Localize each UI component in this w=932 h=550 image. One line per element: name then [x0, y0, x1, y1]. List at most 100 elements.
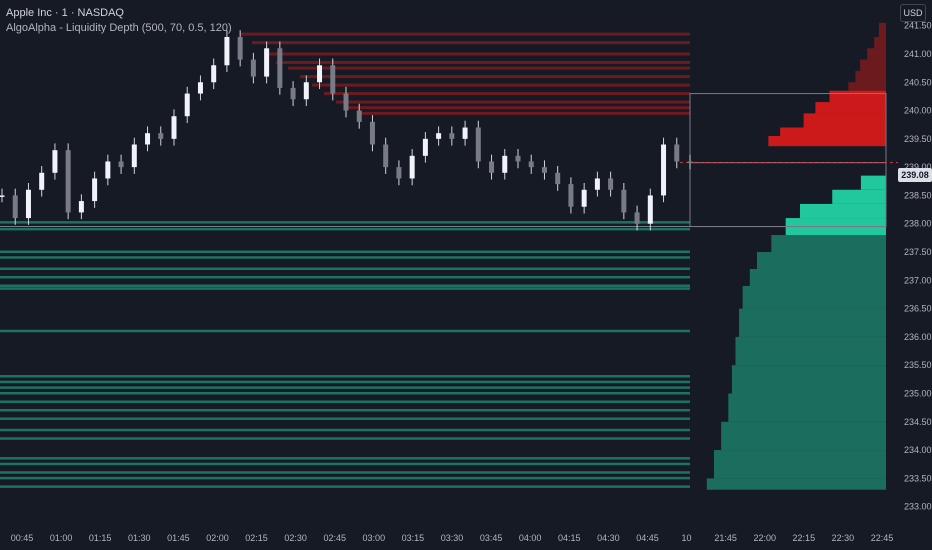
bid-liquidity-line: [0, 400, 690, 403]
candle-body: [52, 150, 58, 173]
x-tick-label: 02:45: [323, 533, 346, 543]
y-tick-label: 241.00: [904, 49, 932, 59]
x-tick-label: 02:15: [245, 533, 268, 543]
candle-body: [343, 93, 349, 111]
x-tick-label: 00:45: [11, 533, 34, 543]
bid-profile-bar: [742, 285, 886, 309]
candle-body: [145, 133, 151, 145]
ask-liquidity-line: [288, 66, 690, 70]
x-tick-label: 22:30: [832, 533, 855, 543]
candle-body: [250, 59, 256, 77]
x-tick-label: 01:30: [128, 533, 151, 543]
y-tick-label: 238.50: [904, 190, 932, 200]
y-tick-label: 237.00: [904, 275, 932, 285]
x-tick-label: 03:00: [363, 533, 386, 543]
ask-liquidity-line: [276, 60, 690, 64]
y-tick-label: 235.50: [904, 360, 932, 370]
last-price-label: 239.08: [898, 168, 932, 182]
candle-body: [303, 82, 309, 100]
candle-body: [184, 93, 190, 117]
ask-profile-bar: [867, 48, 886, 60]
chart-legend: Apple Inc · 1 · NASDAQ AlgoAlpha - Liqui…: [6, 6, 232, 36]
candle-body: [409, 155, 415, 179]
candle-body: [647, 195, 653, 224]
candle-body: [515, 155, 521, 162]
x-tick-label: 02:00: [206, 533, 229, 543]
candle-body: [541, 167, 547, 173]
candle-body: [197, 82, 203, 94]
candle-body: [634, 212, 640, 224]
bid-liquidity-line: [0, 457, 690, 460]
x-tick-label: 10: [682, 533, 692, 543]
bid-liquidity-line: [0, 380, 690, 384]
candle-body: [489, 161, 495, 173]
bid-profile-bar: [721, 421, 886, 451]
candle-body: [661, 144, 667, 196]
candle-body: [92, 178, 98, 202]
bid-profile-bar: [860, 175, 886, 190]
currency-button[interactable]: USD: [900, 4, 926, 22]
bid-profile-bar: [749, 269, 886, 286]
bid-liquidity-line: [0, 476, 690, 480]
x-tick-label: 04:15: [558, 533, 581, 543]
candle-body: [502, 155, 508, 173]
ask-liquidity-line: [240, 32, 690, 36]
bid-liquidity-line: [0, 417, 690, 420]
y-tick-label: 239.00: [904, 162, 932, 172]
candle-body: [475, 127, 481, 162]
candle-body: [594, 178, 600, 190]
ask-profile-bar: [855, 70, 886, 83]
x-tick-label: 01:15: [89, 533, 112, 543]
candle-body: [211, 65, 217, 83]
candle-body: [555, 172, 561, 185]
y-tick-label: 239.50: [904, 134, 932, 144]
candle-body: [39, 172, 45, 190]
candle-body: [105, 161, 111, 179]
x-tick-label: 22:00: [753, 533, 776, 543]
ask-profile-bar: [768, 136, 886, 147]
candle-body: [422, 138, 428, 156]
symbol-title: Apple Inc · 1 · NASDAQ: [6, 7, 124, 19]
x-tick-label: 02:30: [284, 533, 307, 543]
ask-profile-bar: [780, 127, 886, 137]
candle-body: [462, 127, 468, 139]
candle-body: [383, 144, 389, 168]
bid-profile-bar: [832, 189, 886, 204]
y-tick-label: 233.50: [904, 473, 932, 483]
bid-liquidity-line: [0, 386, 690, 389]
bid-liquidity-line: [0, 392, 690, 395]
candle-body: [317, 65, 323, 83]
bid-profile-bar: [771, 235, 886, 253]
candle-body: [65, 150, 71, 213]
candle-body: [608, 178, 614, 190]
ask-profile-bar: [860, 59, 886, 71]
bid-profile-bar: [799, 203, 886, 219]
y-tick-label: 233.00: [904, 502, 932, 512]
x-tick-label: 22:45: [871, 533, 894, 543]
bid-liquidity-line: [0, 462, 690, 466]
bid-liquidity-line: [0, 284, 690, 287]
bid-profile-bar: [756, 252, 886, 269]
x-tick-label: 04:45: [636, 533, 659, 543]
bid-liquidity-line: [0, 329, 690, 333]
candle-body: [356, 110, 362, 122]
bid-profile-bar: [706, 478, 886, 490]
y-tick-label: 241.50: [904, 21, 932, 31]
ask-profile-bar: [878, 22, 886, 37]
x-tick-label: 01:45: [167, 533, 190, 543]
bid-profile-bar: [728, 393, 886, 422]
ask-profile-bar: [874, 36, 886, 49]
candle-body: [621, 189, 627, 213]
candle-body: [224, 36, 230, 66]
y-tick-label: 240.50: [904, 77, 932, 87]
candle-body: [581, 189, 587, 207]
bid-profile-bar: [713, 450, 886, 479]
candle-body: [568, 184, 574, 207]
candle-body: [78, 201, 84, 213]
y-tick-label: 235.00: [904, 389, 932, 399]
candle-body: [330, 65, 336, 94]
candle-body: [674, 144, 680, 162]
ask-liquidity-line: [336, 100, 690, 104]
bid-liquidity-line: [0, 428, 690, 432]
